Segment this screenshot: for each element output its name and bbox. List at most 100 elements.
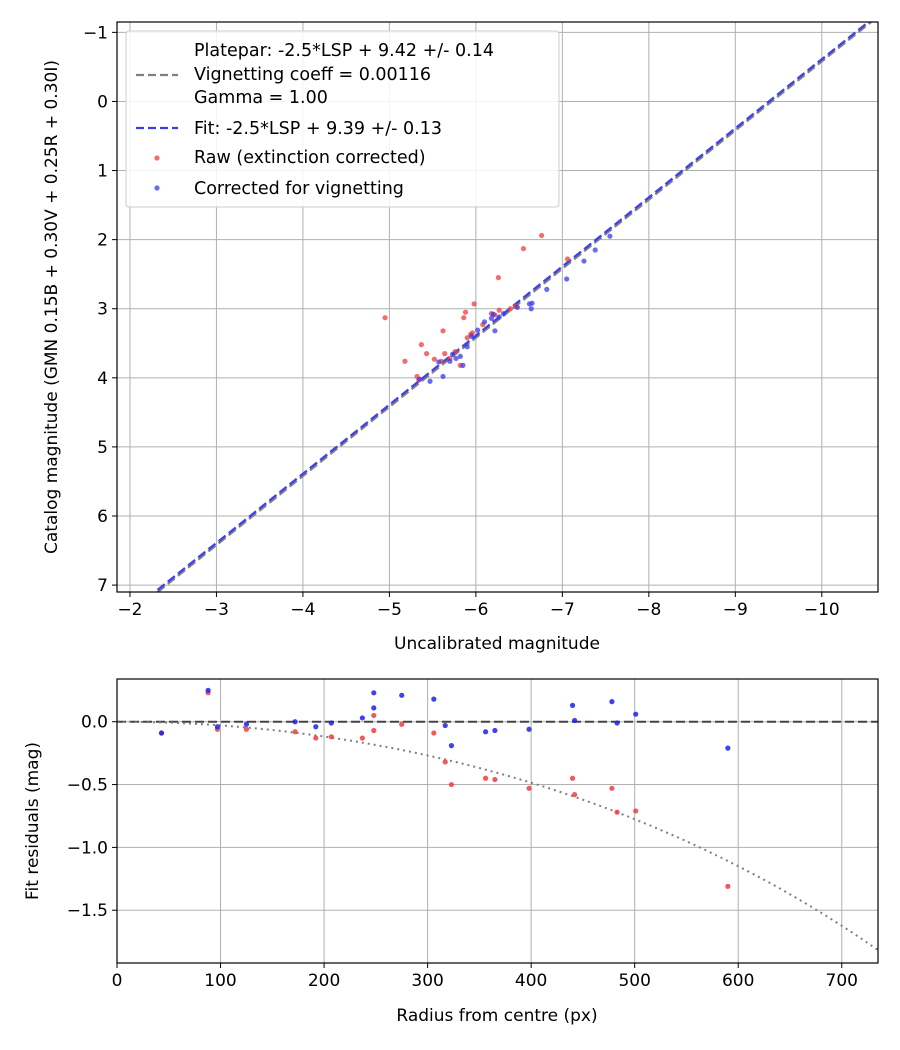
top-raw-point [539,232,545,239]
bottom-raw-point [442,759,448,765]
top-y-tick-label: 7 [97,576,108,596]
bottom-corrected-point [725,745,731,751]
bottom-corrected-point [482,729,489,735]
top-raw-point [431,356,437,362]
top-corrected-point [447,358,453,364]
bottom-raw-point [482,775,489,781]
top-x-tick-label: −4 [290,600,315,620]
top-corrected-point [592,247,598,253]
top-corrected-point [500,310,507,317]
top-corrected-point [453,355,459,362]
top-corrected-point [427,378,433,384]
top-corrected-point [436,359,442,365]
top-corrected-point [464,344,470,350]
bottom-raw-point [292,729,298,735]
top-corrected-point [544,286,550,292]
top-raw-point [440,328,446,334]
bottom-corrected-point [572,717,578,724]
bottom-corrected-point [609,699,615,705]
top-corrected-point [490,311,496,317]
top-raw-point [564,256,571,262]
bottom-raw-point [633,808,639,814]
top-corrected-point [460,362,466,368]
top-raw-point [471,301,477,307]
bottom-corrected-point [633,711,639,717]
top-y-tick-label: 2 [97,231,108,251]
bottom-x-axis-label: Radius from centre (px) [396,1006,597,1026]
legend-platepar-line-2: Vignetting coeff = 0.00116 [194,65,431,85]
top-x-axis-label: Uncalibrated magnitude [394,634,600,654]
legend-fit-label: Fit: -2.5*LSP + 9.39 +/- 0.13 [194,119,442,139]
bottom-corrected-point [448,743,455,749]
top-x-tick-label: −8 [636,600,661,620]
bottom-x-tick-label: 400 [515,971,547,991]
platepar-line [155,22,874,592]
top-x-tick-label: −6 [463,600,488,620]
bottom-x-tick-label: 200 [308,971,340,991]
bottom-reference-lines [117,720,878,951]
bottom-corrected-point [399,692,405,698]
bottom-plot-frame [116,678,879,964]
top-plot-frame [116,21,879,593]
bottom-x-tick-label: 0 [112,971,123,991]
bottom-corrected-point [526,726,532,732]
top-corrected-point [529,300,535,306]
top-y-tick-label: 1 [97,162,108,182]
bottom-corrected-point [431,696,437,702]
bottom-x-tick-label: 100 [204,971,236,991]
bottom-corrected-point [492,727,498,734]
bottom-scatter-points [158,687,731,889]
top-corrected-point [581,258,587,264]
top-corrected-point [528,306,534,312]
bottom-raw-point [399,721,405,727]
bottom-raw-point [431,730,437,736]
top-corrected-point [607,233,613,239]
top-corrected-point [449,351,456,357]
top-corrected-point [481,319,488,325]
bottom-corrected-point [205,687,211,693]
top-x-tick-label: −7 [550,600,575,620]
top-corrected-point [488,315,495,321]
bottom-corrected-point [158,730,165,736]
top-corrected-point [417,376,423,382]
top-x-tick-label: −3 [204,600,229,620]
bottom-corrected-point [442,722,448,729]
bottom-x-tick-label: 600 [722,971,754,991]
bottom-raw-point [609,785,615,791]
top-y-axis-label: Catalog magnitude (GMN 0.15B + 0.30V + 0… [42,60,62,554]
top-x-tick-label: −10 [804,600,840,620]
bottom-corrected-point [243,721,250,727]
top-raw-point [507,306,514,312]
vignetting-model-curve [117,720,878,951]
bottom-x-tick-label: 500 [618,971,650,991]
bottom-corrected-point [614,720,620,726]
top-y-tick-label: 4 [97,369,108,389]
legend: Platepar: -2.5*LSP + 9.42 +/- 0.14 Vigne… [125,30,560,208]
bottom-corrected-point [371,705,377,711]
top-y-tick-label: −1 [83,23,108,43]
bottom-raw-point [448,781,455,788]
top-raw-point [496,307,502,313]
top-raw-point [461,315,467,321]
bottom-raw-point [359,735,365,741]
top-corrected-point [440,373,446,380]
top-raw-point [495,275,501,281]
bottom-corrected-point [328,720,334,726]
top-corrected-point [496,314,502,320]
top-corrected-point [475,327,481,333]
bottom-raw-point [371,712,377,719]
top-corrected-point [457,353,463,359]
top-raw-point [462,309,469,315]
bottom-corrected-point [292,719,298,725]
bottom-raw-point [725,883,731,889]
legend-raw-label: Raw (extinction corrected) [194,148,426,168]
top-raw-point [520,246,527,252]
bottom-raw-point [243,726,250,732]
bottom-corrected-point [313,724,319,730]
top-corrected-point [492,328,498,334]
top-x-tick-label: −5 [377,600,402,620]
top-x-tick-label: −2 [117,600,142,620]
